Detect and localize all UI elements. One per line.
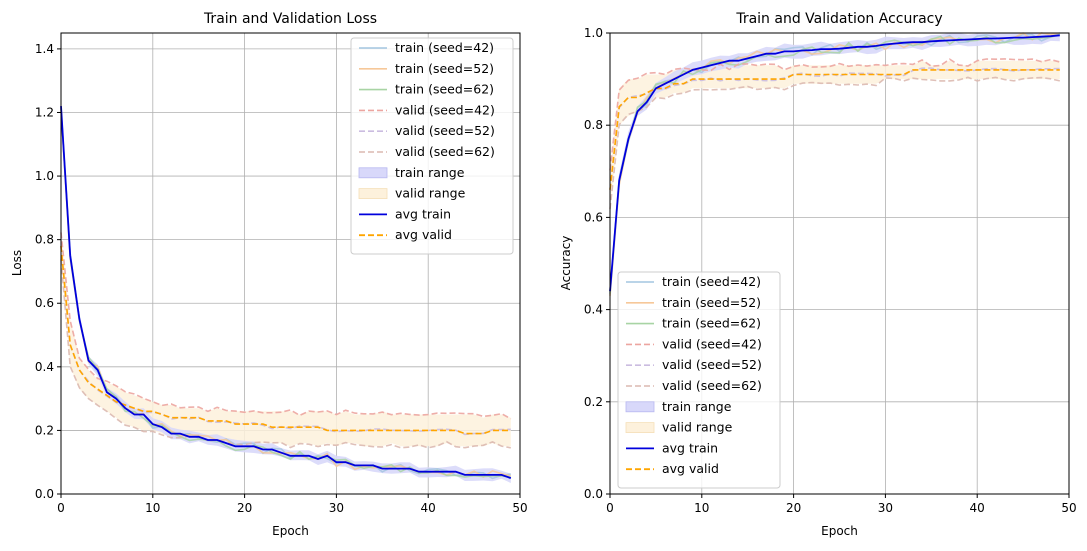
loss-chart-xlabel: Epoch xyxy=(272,524,309,538)
loss-y-tick-label: 0.6 xyxy=(35,296,54,310)
accuracy-legend-label: train (seed=52) xyxy=(662,295,761,310)
accuracy-x-tick-label: 40 xyxy=(970,501,985,515)
loss-y-tick-label: 1.2 xyxy=(35,105,54,119)
loss-valid-seed-42 xyxy=(60,232,512,420)
accuracy-chart-xlabel: Epoch xyxy=(821,524,858,538)
accuracy-valid-range xyxy=(610,60,1060,209)
loss-y-tick-label: 1.4 xyxy=(35,42,54,56)
accuracy-y-tick-label: 0.2 xyxy=(584,395,603,409)
accuracy-valid-seed-62 xyxy=(609,76,1060,210)
loss-legend-label: valid range xyxy=(395,186,466,201)
loss-legend-label: train (seed=62) xyxy=(395,82,494,97)
accuracy-y-tick-label: 0.0 xyxy=(584,487,603,501)
accuracy-x-tick-label: 10 xyxy=(694,501,709,515)
loss-legend-label: valid (seed=42) xyxy=(395,102,495,117)
loss-y-tick-label: 0.2 xyxy=(35,423,54,437)
accuracy-y-tick-label: 0.6 xyxy=(584,210,603,224)
accuracy-y-tick-label: 0.8 xyxy=(584,118,603,132)
accuracy-chart: Train and Validation Accuracy Epoch Accu… xyxy=(559,11,1077,538)
loss-legend-label: avg valid xyxy=(395,227,452,242)
accuracy-x-tick-label: 30 xyxy=(878,501,893,515)
loss-legend-label: train (seed=52) xyxy=(395,61,494,76)
loss-y-tick-label: 0.8 xyxy=(35,233,54,247)
accuracy-legend-swatch xyxy=(625,401,655,413)
loss-legend-swatch xyxy=(358,167,388,179)
loss-x-tick-label: 20 xyxy=(237,501,252,515)
loss-legend-label: valid (seed=62) xyxy=(395,144,495,159)
accuracy-chart-title: Train and Validation Accuracy xyxy=(735,11,942,27)
accuracy-y-tick-label: 1.0 xyxy=(584,26,603,40)
accuracy-x-tick-label: 0 xyxy=(606,501,614,515)
accuracy-legend-swatch xyxy=(625,422,655,434)
loss-y-tick-label: 0.4 xyxy=(35,360,54,374)
loss-train-seed-62 xyxy=(60,108,511,478)
accuracy-legend-label: valid range xyxy=(662,420,733,435)
accuracy-avg-valid-line xyxy=(609,69,1060,190)
accuracy-legend-label: train (seed=42) xyxy=(662,274,761,289)
loss-valid-seed-62 xyxy=(60,259,511,449)
loss-x-tick-label: 10 xyxy=(145,501,160,515)
loss-legend-label: train (seed=42) xyxy=(395,40,494,55)
loss-legend-box xyxy=(350,37,514,255)
loss-x-tick-label: 0 xyxy=(57,501,65,515)
loss-plot-frame xyxy=(60,32,521,495)
loss-x-tick-label: 50 xyxy=(512,501,527,515)
loss-avg-valid-line xyxy=(60,245,511,435)
loss-valid-range xyxy=(61,233,511,447)
loss-chart-ylabel: Loss xyxy=(10,250,24,276)
accuracy-y-tick-label: 0.4 xyxy=(584,303,603,317)
loss-avg-train-line xyxy=(60,106,512,479)
accuracy-legend: train (seed=42) train (seed=52) train (see… xyxy=(617,271,781,489)
accuracy-legend-label: avg train xyxy=(662,440,718,455)
loss-legend-label: avg train xyxy=(395,206,451,221)
accuracy-valid-seed-42 xyxy=(609,58,1061,171)
loss-y-tick-label: 1.0 xyxy=(35,169,54,183)
loss-legend-label: train range xyxy=(395,165,465,180)
accuracy-legend-label: valid (seed=52) xyxy=(662,357,762,372)
loss-chart: Train and Validation Loss Epoch Loss 0 10… xyxy=(10,11,528,538)
accuracy-legend-label: train range xyxy=(662,399,732,414)
loss-legend: train (seed=42) train (seed=52) train (see… xyxy=(350,37,514,255)
loss-chart-title: Train and Validation Loss xyxy=(203,11,377,27)
accuracy-legend-label: valid (seed=42) xyxy=(662,336,762,351)
accuracy-legend-box xyxy=(617,271,781,489)
accuracy-x-tick-label: 50 xyxy=(1061,501,1076,515)
accuracy-legend-label: avg valid xyxy=(662,461,719,476)
loss-x-tick-label: 30 xyxy=(329,501,344,515)
accuracy-avg-train-line xyxy=(609,34,1060,292)
loss-legend-label: valid (seed=52) xyxy=(395,123,495,138)
accuracy-plot-frame xyxy=(609,32,1070,495)
loss-legend-swatch xyxy=(358,188,388,200)
accuracy-chart-ylabel: Accuracy xyxy=(559,236,573,291)
accuracy-legend-label: train (seed=62) xyxy=(662,316,761,331)
loss-valid-seed-52 xyxy=(60,246,511,436)
accuracy-x-tick-label: 20 xyxy=(786,501,801,515)
accuracy-legend-label: valid (seed=62) xyxy=(662,378,762,393)
loss-x-tick-label: 40 xyxy=(421,501,436,515)
accuracy-train-seed-62 xyxy=(609,33,1061,294)
loss-y-tick-label: 0.0 xyxy=(35,487,54,501)
